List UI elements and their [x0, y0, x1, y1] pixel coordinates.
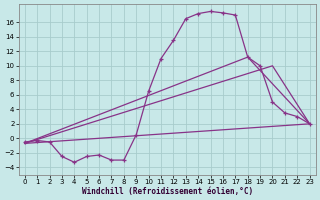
X-axis label: Windchill (Refroidissement éolien,°C): Windchill (Refroidissement éolien,°C)	[82, 187, 253, 196]
